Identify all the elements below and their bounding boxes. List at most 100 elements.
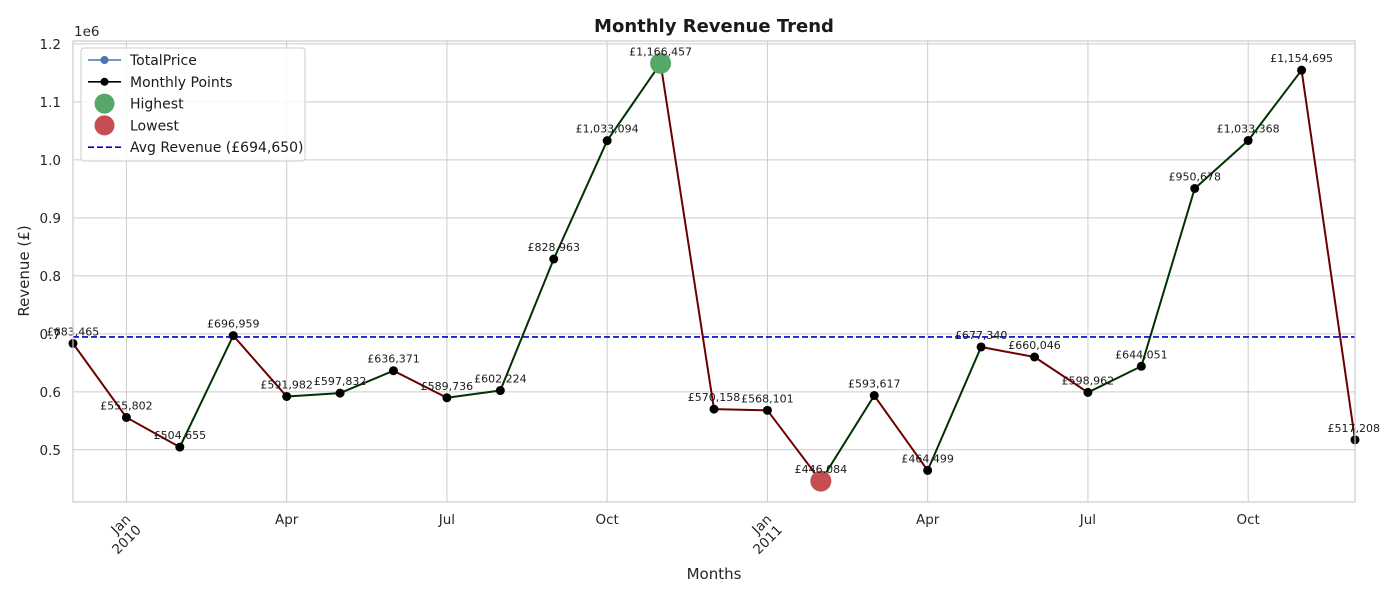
data-label: £446,084: [795, 463, 848, 476]
y-tick-label: 0.9: [40, 211, 61, 227]
increase-segment: [1193, 139, 1250, 190]
legend-entry: Avg Revenue (£694,650): [88, 140, 304, 156]
increase-segment: [606, 62, 662, 142]
monthly-point: [495, 386, 505, 396]
legend-label: Lowest: [130, 118, 179, 134]
increase-segment: [445, 389, 502, 399]
data-label: £1,033,094: [576, 123, 639, 136]
monthly-point: [869, 391, 879, 401]
lowest-point-marker: [810, 470, 832, 492]
y-tick-label: 0.6: [40, 385, 61, 401]
data-label: £570,158: [688, 391, 741, 404]
decrease-segment: [125, 416, 181, 449]
increase-segment: [178, 334, 235, 449]
decrease-segment: [232, 334, 288, 398]
data-label: £950,678: [1169, 170, 1222, 183]
legend-box: [80, 47, 306, 162]
monthly-point: [923, 465, 933, 475]
monthly-point: [1083, 387, 1093, 397]
decrease-segment: [766, 409, 822, 483]
monthly-point: [335, 388, 345, 398]
data-label: £591,982: [260, 378, 313, 391]
monthly-point: [1030, 352, 1039, 362]
legend-entry: Lowest: [94, 115, 179, 136]
data-label: £828,963: [528, 241, 581, 254]
decrease-segment: [873, 394, 929, 472]
x-tick-label: Apr: [275, 512, 299, 528]
data-label: £677,340: [955, 329, 1008, 342]
monthly-point: [1243, 136, 1253, 146]
data-label: £464,499: [901, 452, 954, 465]
monthly-point: [1297, 65, 1307, 75]
legend-marker-icon: [100, 56, 109, 64]
increase-segment: [1140, 187, 1196, 368]
y-tick-label: 1.1: [40, 95, 61, 111]
x-axis-label: Months: [687, 565, 742, 583]
legend-label: Monthly Points: [130, 75, 233, 91]
decrease-segment: [392, 369, 448, 399]
legend-entry: TotalPrice: [88, 53, 197, 69]
data-label: £568,101: [741, 392, 794, 405]
legend-entry: Monthly Points: [88, 75, 233, 91]
x-tick-label: Oct: [595, 512, 618, 528]
increase-segment: [285, 392, 342, 398]
legend-label: Avg Revenue (£694,650): [130, 140, 304, 156]
highest-point-marker: [650, 52, 672, 74]
decrease-segment: [1300, 69, 1356, 441]
monthly-point: [1136, 361, 1146, 371]
increase-segment: [1247, 69, 1303, 142]
data-label: £602,224: [474, 373, 527, 386]
increase-segment: [339, 369, 395, 395]
y-tick-label: 0.7: [40, 327, 61, 343]
data-label: £589,736: [421, 380, 474, 393]
data-label: £696,959: [207, 318, 260, 331]
monthly-point: [549, 254, 559, 264]
x-tick-label: Oct: [1236, 512, 1259, 528]
data-label: £660,046: [1008, 339, 1061, 352]
y-tick-label: 0.8: [40, 269, 61, 285]
legend-marker-icon: [94, 93, 115, 114]
legend-entry: Highest: [94, 93, 184, 114]
monthly-point: [442, 393, 452, 403]
series-markers: [68, 52, 1360, 492]
data-label: £1,033,368: [1217, 123, 1280, 136]
increase-segment: [1086, 365, 1143, 394]
y-scale-label: 1e6: [74, 24, 99, 40]
decrease-segment: [1033, 356, 1089, 394]
increase-segment: [552, 139, 609, 261]
data-label: £1,154,695: [1270, 52, 1333, 65]
y-tick-label: 0.5: [40, 443, 61, 459]
data-label: £644,051: [1115, 348, 1168, 361]
monthly-point: [228, 331, 238, 341]
decrease-segment: [659, 62, 715, 411]
data-label: £636,371: [367, 353, 420, 366]
series-lines: [72, 62, 1356, 483]
monthly-point: [602, 136, 612, 146]
decrease-segment: [713, 408, 769, 412]
data-label: £598,962: [1062, 374, 1115, 387]
decrease-segment: [980, 345, 1036, 359]
y-tick-label: 1.2: [40, 37, 61, 53]
monthly-point: [1190, 183, 1200, 193]
y-axis-label: Revenue (£): [15, 225, 33, 316]
monthly-point: [175, 442, 185, 452]
y-tick-label: 1.0: [40, 153, 61, 169]
monthly-point: [762, 405, 772, 415]
increase-segment: [499, 258, 555, 392]
plot-frame: [72, 40, 1356, 503]
legend-marker-icon: [100, 77, 109, 86]
data-label: £1,166,457: [629, 45, 692, 58]
increase-segment: [926, 345, 983, 472]
data-label: £555,802: [100, 399, 153, 412]
legend-label: Highest: [130, 97, 184, 113]
x-tick-label: Jul: [438, 512, 455, 528]
x-tick-label: Apr: [916, 512, 940, 528]
chart-title: Monthly Revenue Trend: [594, 16, 834, 37]
data-label: £597,832: [314, 375, 367, 388]
data-labels: £683,465£555,802£504,655£696,959£591,982…: [47, 45, 1380, 476]
data-label: £504,655: [154, 429, 207, 442]
monthly-point: [282, 391, 292, 401]
